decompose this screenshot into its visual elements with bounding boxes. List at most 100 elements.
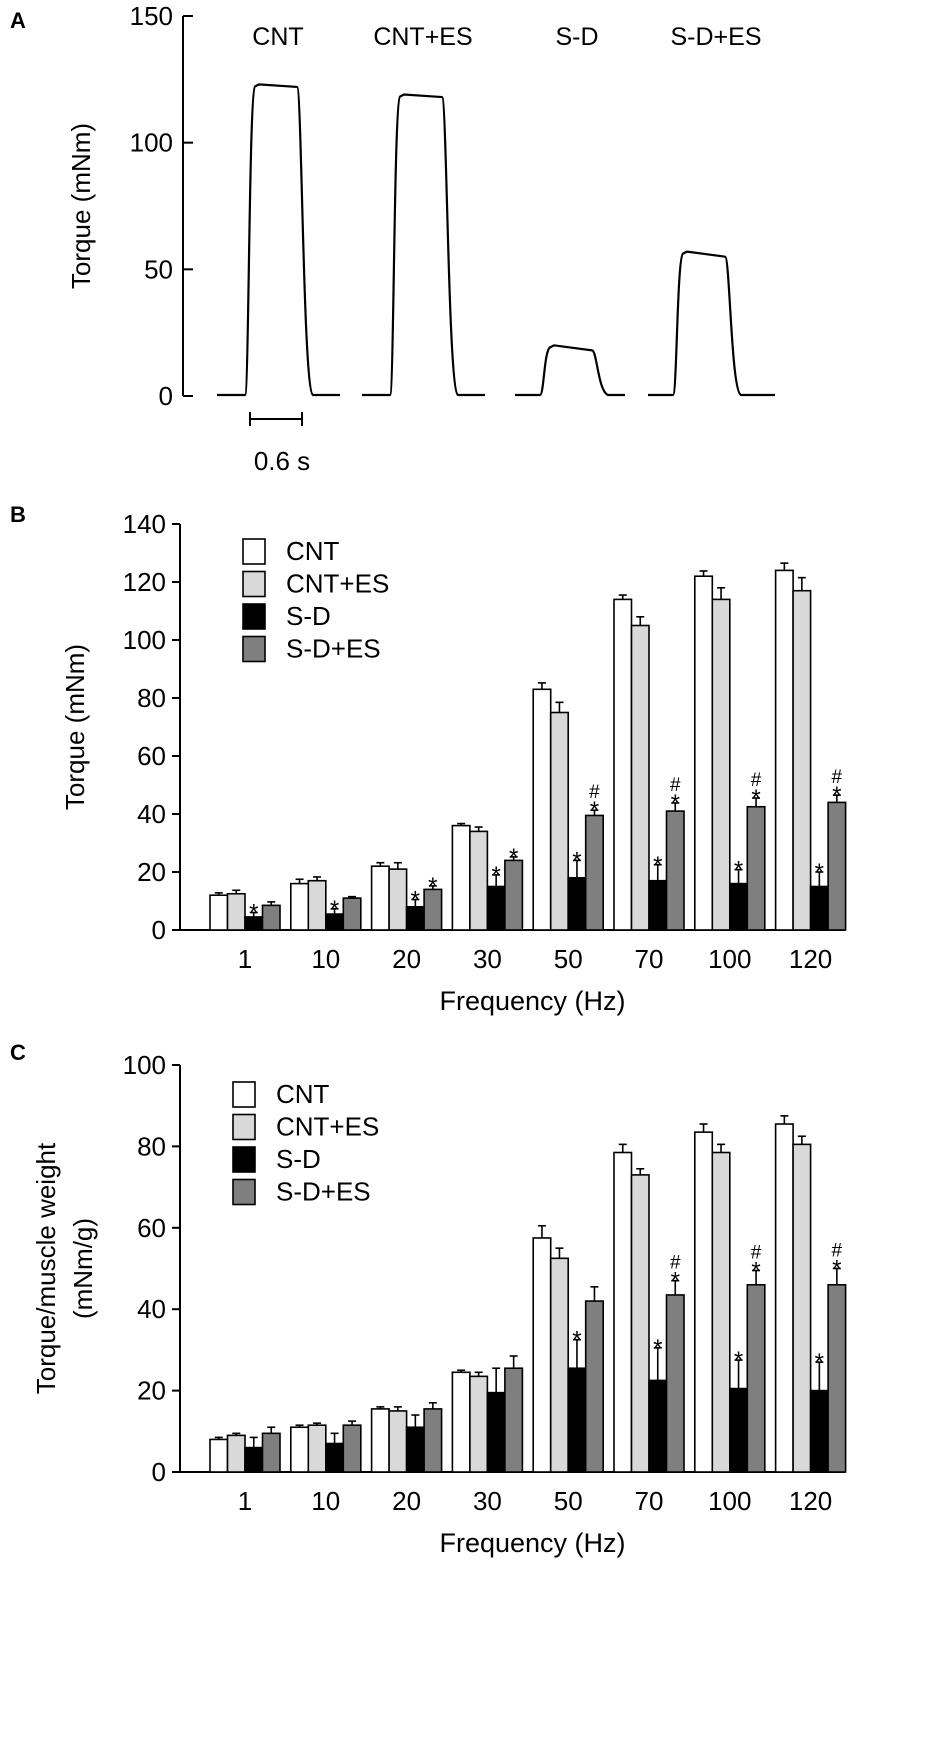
panel-b: B 0 20 40 60 80 100 120 140 Torque (mNm) 1 10 20 30 50… (10, 502, 847, 1016)
significance-star: * (815, 859, 824, 886)
legend-label: S-D+ES (286, 634, 381, 664)
y-tick-label: 80 (137, 683, 166, 713)
bar-cnt-es (307, 879, 327, 931)
trace-label: CNT+ES (373, 23, 472, 51)
bar-s-d (809, 1389, 829, 1473)
x-tick-label: 1 (238, 1486, 252, 1516)
y-tick-label: 80 (137, 1131, 166, 1161)
y-tick-label: 60 (137, 741, 166, 771)
bar-cnt (613, 1151, 633, 1473)
bar-s-d-es (665, 1294, 685, 1473)
legend-label: S-D+ES (276, 1177, 371, 1207)
y-tick-label: 40 (137, 799, 166, 829)
bar-cnt (209, 894, 229, 931)
bar-cnt-es (792, 589, 812, 931)
bar-s-d-es (342, 897, 362, 931)
x-tick-label: 50 (554, 944, 583, 974)
x-tick-label: 20 (392, 944, 421, 974)
panel-a: A 0 50 100 150 Torque (mNm) CNT CNT+ES S-D S-D+ES… (10, 1, 775, 476)
y-tick-label: 100 (130, 128, 173, 158)
significance-star: * (734, 1347, 743, 1374)
trace-s-d-es (648, 250, 775, 397)
significance-star: * (815, 1349, 824, 1376)
bar-cnt (370, 1408, 390, 1473)
bar-cnt-es (388, 868, 408, 931)
bar-s-d-es (261, 904, 281, 931)
x-tick-label: 1 (238, 944, 252, 974)
bar-s-d-es (261, 1432, 281, 1473)
bar-s-d (405, 1426, 425, 1473)
x-tick-label: 20 (392, 1486, 421, 1516)
significance-star: * (653, 852, 662, 879)
y-tick-label: 50 (144, 254, 173, 284)
bar-cnt-es (469, 1375, 489, 1473)
scale-bar-label: 0.6 s (254, 446, 310, 476)
bar-s-d-es (827, 801, 847, 931)
bar-cnt-es (388, 1410, 408, 1473)
bar-cnt-es (549, 711, 570, 931)
significance-hash: # (670, 1253, 681, 1274)
bar-cnt (370, 865, 390, 931)
significance-star: * (832, 782, 841, 809)
y-tick-label: 40 (137, 1294, 166, 1324)
x-tick-label: 30 (473, 1486, 502, 1516)
bar-s-d-es (665, 810, 685, 931)
bar-cnt (532, 688, 552, 931)
legend-label: CNT+ES (286, 569, 389, 599)
x-tick-label: 100 (708, 1486, 751, 1516)
y-tick-label: 100 (123, 1050, 166, 1080)
y-tick-label: 20 (137, 857, 166, 887)
y-tick-label: 0 (152, 915, 166, 945)
bar-s-d-es (504, 859, 524, 931)
y-axis-title: Torque/muscle weight (31, 1142, 61, 1394)
significance-star: * (751, 1258, 760, 1285)
x-tick-label: 100 (708, 944, 751, 974)
trace-cnt (217, 83, 340, 397)
y-tick-label: 20 (137, 1376, 166, 1406)
bar-s-d (648, 1379, 668, 1473)
significance-star: * (249, 900, 258, 927)
bar-cnt (693, 575, 714, 931)
trace-label: CNT (252, 23, 303, 51)
y-axis-title-units: (mNm/g) (68, 1218, 98, 1319)
y-tick-label: 0 (159, 381, 173, 411)
bar-cnt (774, 569, 794, 931)
bar-s-d (486, 885, 506, 931)
significance-hash: # (832, 767, 843, 788)
bar-cnt-es (549, 1257, 570, 1473)
significance-hash: # (670, 775, 681, 796)
bar-cnt (774, 1123, 794, 1473)
x-axis-title: Frequency (Hz) (439, 986, 625, 1016)
x-tick-label: 30 (473, 944, 502, 974)
y-tick-label: 150 (130, 1, 173, 31)
y-axis-title: Torque (mNm) (60, 644, 90, 810)
bar-s-d (567, 1367, 587, 1473)
bar-cnt-es (226, 892, 246, 931)
legend-label: CNT+ES (276, 1112, 379, 1142)
bar-s-d (728, 1387, 749, 1473)
significance-hash: # (751, 1243, 762, 1264)
y-tick-label: 60 (137, 1213, 166, 1243)
bar-cnt (289, 882, 310, 931)
bar-cnt-es (792, 1143, 812, 1473)
legend-label: CNT (286, 536, 340, 566)
panel-label: A (10, 8, 26, 33)
significance-star: * (572, 1327, 581, 1354)
bar-cnt-es (469, 830, 489, 931)
legend-swatch (232, 1146, 256, 1173)
legend-swatch (242, 538, 266, 565)
bar-s-d (324, 1442, 345, 1473)
significance-star: * (572, 847, 581, 874)
trace-s-d (515, 344, 625, 397)
bar-s-d (648, 879, 668, 931)
x-tick-label: 120 (789, 1486, 832, 1516)
bar-s-d-es (746, 805, 766, 931)
bar-s-d (486, 1391, 506, 1473)
bar-s-d-es (584, 814, 605, 931)
bar-cnt-es (711, 598, 731, 931)
legend-label: S-D (286, 601, 331, 631)
significance-star: * (832, 1256, 841, 1283)
legend-label: CNT (276, 1079, 330, 1109)
bar-s-d-es (504, 1367, 524, 1473)
significance-star: * (671, 1268, 680, 1295)
